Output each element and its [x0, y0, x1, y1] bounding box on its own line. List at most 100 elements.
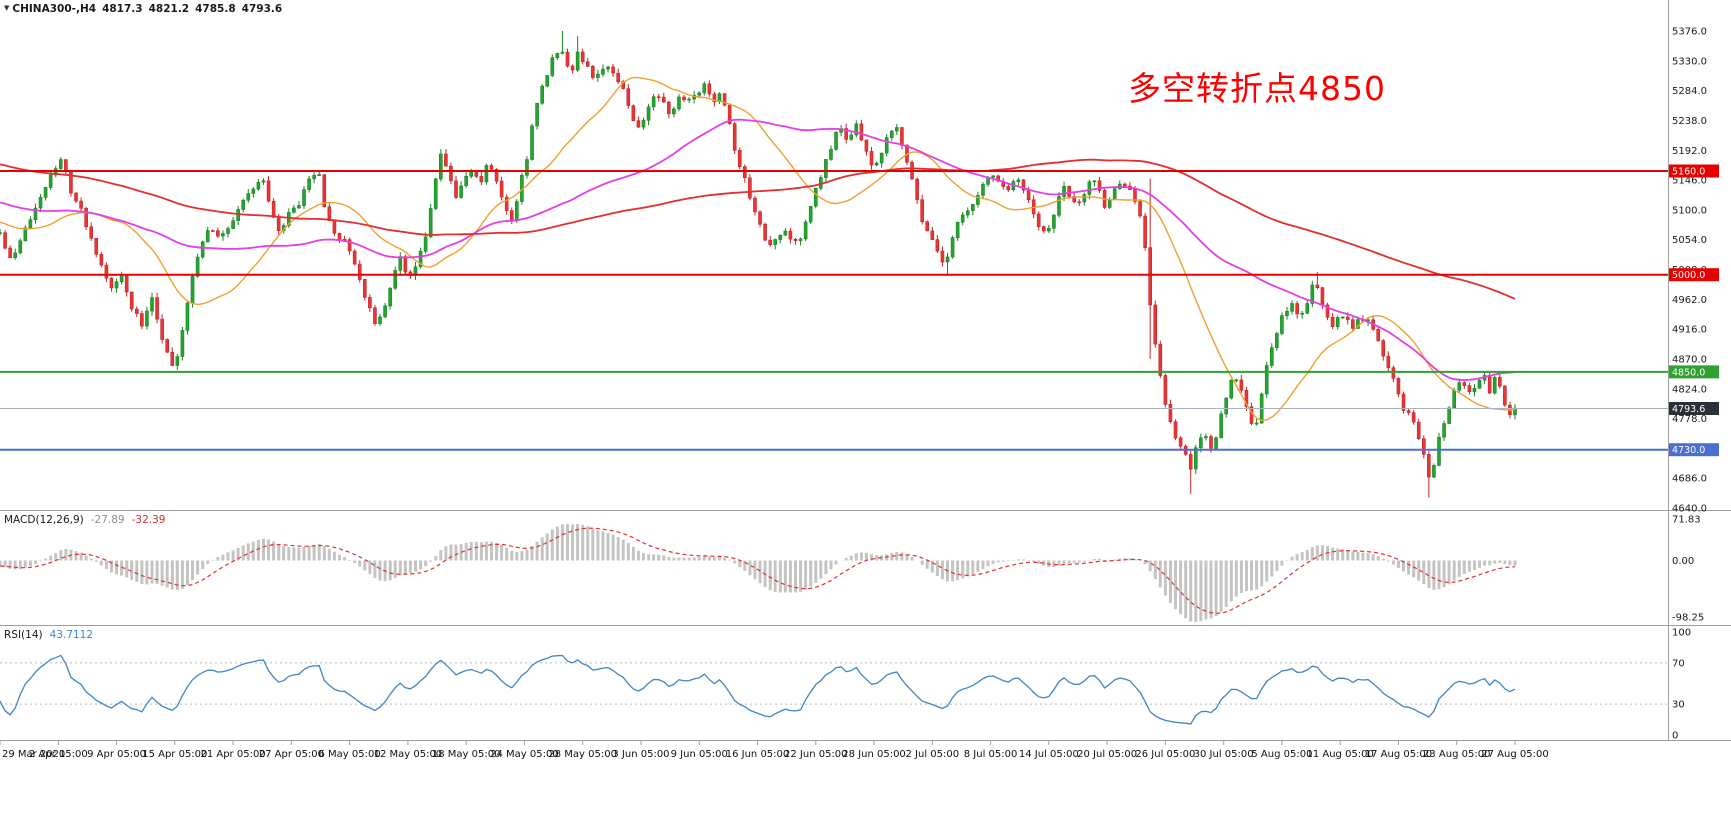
x-axis-label: 8 Jul 05:00 [964, 749, 1018, 760]
candle-body [651, 96, 656, 108]
candle-body [1107, 199, 1112, 208]
candle-body [23, 227, 28, 242]
candle-body [1204, 436, 1208, 439]
candle-body [388, 287, 392, 307]
candle-body [231, 220, 235, 229]
candle-body [1351, 319, 1355, 329]
candle-body [1026, 189, 1031, 201]
y-axis-label: 4686.0 [1672, 474, 1707, 485]
y-axis-label: 5284.0 [1672, 86, 1707, 97]
candle-body [945, 256, 950, 263]
x-axis-label: 29 Mar 2021 [2, 749, 65, 760]
candle-body [743, 166, 747, 179]
candle-body [337, 232, 342, 240]
candle-body [205, 230, 210, 243]
macd-axis-label: 0.00 [1672, 556, 1694, 567]
candle-body [332, 220, 337, 234]
macd-axis-label: -98.25 [1672, 613, 1704, 624]
rsi-axis[interactable]: 100 70 30 0 [1672, 628, 1691, 742]
candle-body [793, 238, 798, 241]
candle-body [464, 176, 468, 187]
candle-body [824, 159, 828, 178]
candle-body [895, 127, 899, 132]
price-axis[interactable]: 5376.0 5330.0 5284.0 5238.0 5192.0 5146.0 5100… [1669, 27, 1719, 515]
candle-body [661, 96, 666, 103]
candle-body [251, 188, 256, 194]
candle-body [1290, 303, 1294, 312]
candle-body [256, 182, 261, 190]
candle-body [327, 206, 332, 222]
candle-body [722, 93, 727, 106]
candle-body [302, 189, 306, 206]
chart-annotation-text[interactable]: 多空转折点4850 [1128, 69, 1386, 108]
candle-body [64, 159, 68, 171]
candle-body [854, 123, 859, 136]
y-axis-label: 5100.0 [1672, 205, 1707, 216]
candle-body [1437, 436, 1441, 466]
candle-body [1047, 228, 1051, 232]
candle-body [0, 232, 2, 234]
rsi-line-layer [0, 654, 1516, 725]
price-tag [1669, 402, 1719, 415]
candle-body [1219, 413, 1223, 439]
candle-body [763, 223, 767, 241]
y-axis-label: 4962.0 [1672, 295, 1707, 306]
price-tag-label: 4850.0 [1672, 367, 1705, 378]
candle-body [1264, 365, 1269, 395]
x-axis-label: 11 Aug 05:00 [1306, 749, 1373, 760]
rsi-levels-layer [0, 662, 1668, 705]
candle-body [844, 128, 848, 140]
candle-body [418, 250, 423, 267]
x-axis-label: 24 May 05:00 [490, 749, 559, 760]
candle-body [1041, 226, 1046, 232]
price-tag-label: 4730.0 [1672, 445, 1705, 456]
candle-body [150, 297, 154, 312]
ohlc-close: 4793.6 [241, 3, 283, 15]
candle-body [965, 210, 970, 216]
candle-body [737, 150, 742, 168]
x-axis-label: 30 Jul 05:00 [1194, 749, 1254, 760]
x-axis-label: 28 Jun 05:00 [842, 749, 906, 760]
price-tag [1669, 268, 1719, 282]
candle-body [1457, 382, 1462, 391]
candle-body [1498, 377, 1502, 387]
candle-body [1239, 379, 1244, 391]
price-tag [1669, 365, 1719, 379]
candle-body [297, 205, 301, 209]
y-axis-label: 4870.0 [1672, 354, 1707, 365]
candles-layer[interactable] [0, 31, 1517, 498]
candle-body [1477, 379, 1482, 389]
y-axis-label: 5054.0 [1672, 235, 1707, 246]
price-tag [1669, 164, 1719, 178]
x-axis-label: 26 Jul 05:00 [1135, 749, 1195, 760]
candle-body [135, 308, 139, 314]
level-lines-layer[interactable] [0, 170, 1668, 451]
candle-body [616, 72, 620, 83]
candle-body [58, 159, 63, 169]
macd-axis[interactable]: 71.83 0.00 -98.25 [1672, 515, 1704, 624]
candle-body [1199, 437, 1203, 449]
candle-body [292, 207, 296, 213]
candle-body [707, 83, 712, 95]
candle-body [940, 250, 945, 263]
candle-body [1249, 406, 1254, 424]
candle-body [373, 307, 377, 324]
candle-body [211, 230, 215, 232]
rsi-axis-label: 0 [1672, 731, 1678, 742]
candle-body [266, 180, 271, 202]
candle-body [484, 165, 489, 183]
x-axis-label: 2 Jul 05:00 [906, 749, 960, 760]
candle-body [626, 88, 631, 106]
candle-body [636, 120, 641, 128]
candle-body [565, 51, 570, 67]
candle-body [646, 106, 651, 121]
candle-body [884, 137, 889, 154]
candle-body [504, 196, 509, 211]
candle-body [1416, 421, 1421, 440]
candle-body [667, 101, 671, 115]
rsi-value: 43.7112 [49, 629, 94, 641]
y-axis-label: 4778.0 [1672, 414, 1707, 425]
macd-name: MACD(12,26,9) [4, 514, 84, 526]
